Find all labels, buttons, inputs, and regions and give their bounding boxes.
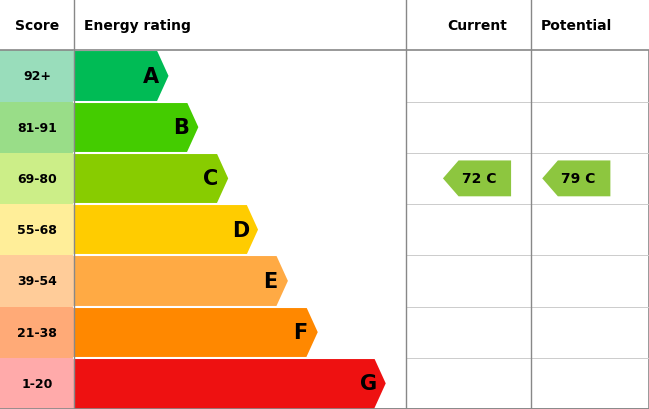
Text: 81-91: 81-91 [17,121,57,134]
Bar [0,204,74,256]
Text: Potential: Potential [541,18,612,33]
Bar [0,102,74,153]
Text: Current: Current [447,18,507,33]
Bar [0,358,74,409]
Text: 69-80: 69-80 [17,173,57,185]
Text: Score: Score [15,18,59,33]
Polygon shape [74,307,318,358]
Polygon shape [74,51,169,102]
Text: A: A [143,67,159,87]
Text: 55-68: 55-68 [17,224,57,236]
Text: 21-38: 21-38 [17,326,57,339]
Polygon shape [74,204,258,256]
Text: 39-54: 39-54 [17,275,57,288]
Bar [0,0,649,51]
Polygon shape [543,161,610,197]
Text: F: F [293,322,308,342]
Bar [0,153,74,204]
Text: Energy rating: Energy rating [84,18,191,33]
Text: 92+: 92+ [23,70,51,83]
Polygon shape [74,358,386,409]
Text: 79 C: 79 C [561,172,596,186]
Text: B: B [173,118,189,138]
Text: G: G [360,373,377,393]
Text: 72 C: 72 C [462,172,496,186]
Polygon shape [74,153,228,204]
Text: 1-20: 1-20 [21,377,53,390]
Text: D: D [232,220,249,240]
Polygon shape [443,161,511,197]
Polygon shape [74,256,288,307]
Bar [0,307,74,358]
Bar [0,51,74,102]
Bar [0,256,74,307]
Polygon shape [74,102,199,153]
Text: E: E [263,271,278,291]
Text: C: C [203,169,218,189]
